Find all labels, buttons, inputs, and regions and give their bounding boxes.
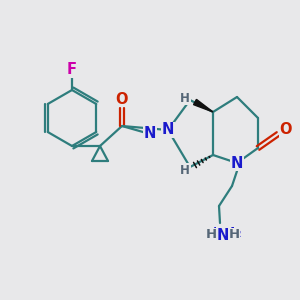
Text: N: N xyxy=(217,227,229,242)
Text: H: H xyxy=(180,164,190,176)
Text: H: H xyxy=(228,229,240,242)
Polygon shape xyxy=(194,99,213,112)
Text: O: O xyxy=(280,122,292,137)
Text: H: H xyxy=(206,229,217,242)
Text: N: N xyxy=(162,122,174,137)
Text: NH₂: NH₂ xyxy=(212,226,242,240)
Text: F: F xyxy=(67,62,77,77)
Text: N: N xyxy=(144,127,156,142)
Text: N: N xyxy=(231,155,243,170)
Text: H: H xyxy=(180,92,190,104)
Text: O: O xyxy=(116,92,128,106)
